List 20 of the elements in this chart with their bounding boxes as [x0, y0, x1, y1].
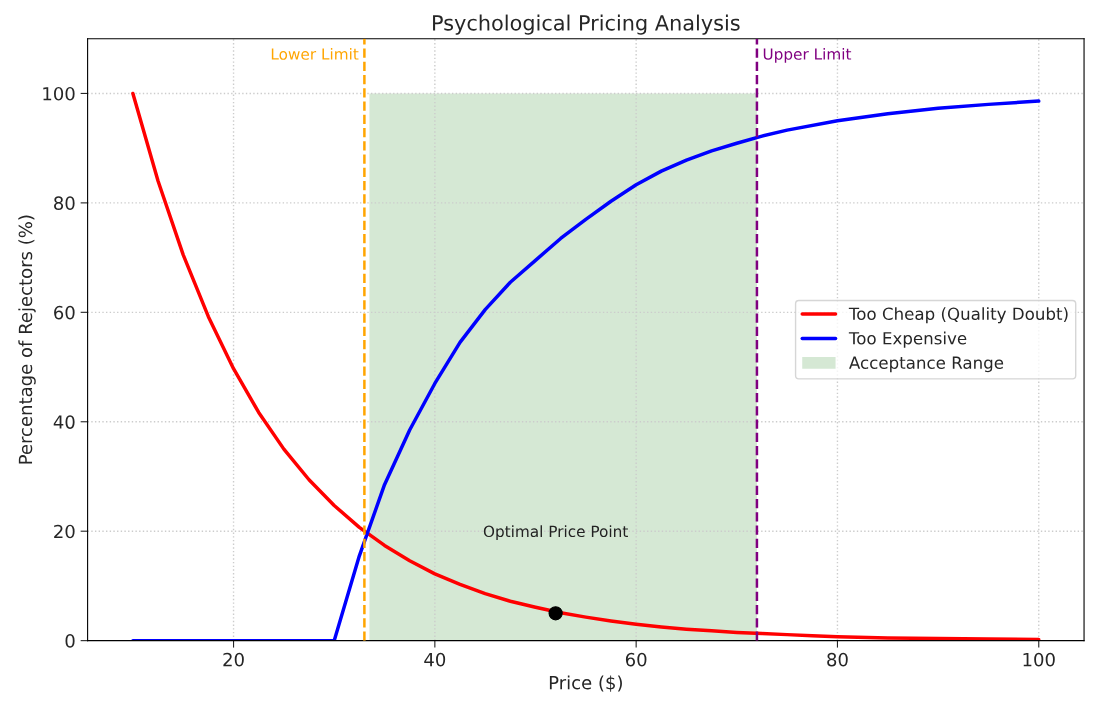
y-tick-label: 20: [54, 524, 75, 539]
y-axis-title: Percentage of Rejectors (%): [18, 215, 36, 464]
y-tick-label: 100: [43, 86, 75, 101]
ref-line-label: Lower Limit: [271, 47, 359, 60]
y-tick-label: 0: [65, 634, 75, 648]
y-tick-label: 80: [54, 196, 75, 210]
x-tick-label: 100: [1023, 652, 1055, 667]
annotation: Optimal Price Point: [483, 525, 628, 541]
x-tick-label: 60: [625, 652, 647, 667]
legend-label: Too Cheap (Quality Doubt): [848, 307, 1068, 324]
x-tick-label: 20: [223, 652, 244, 667]
legend-label: Acceptance Range: [849, 356, 1004, 373]
y-tick-label: 60: [54, 305, 75, 320]
legend-label: Too Expensive: [848, 331, 967, 348]
x-tick-label: 40: [424, 652, 446, 667]
y-tick-label: 40: [53, 415, 75, 429]
x-axis-title: Price ($): [549, 675, 622, 692]
chart-title: Psychological Pricing Analysis: [433, 14, 740, 35]
ref-line-label: Upper Limit: [763, 47, 852, 63]
x-tick-label: 80: [827, 652, 848, 667]
